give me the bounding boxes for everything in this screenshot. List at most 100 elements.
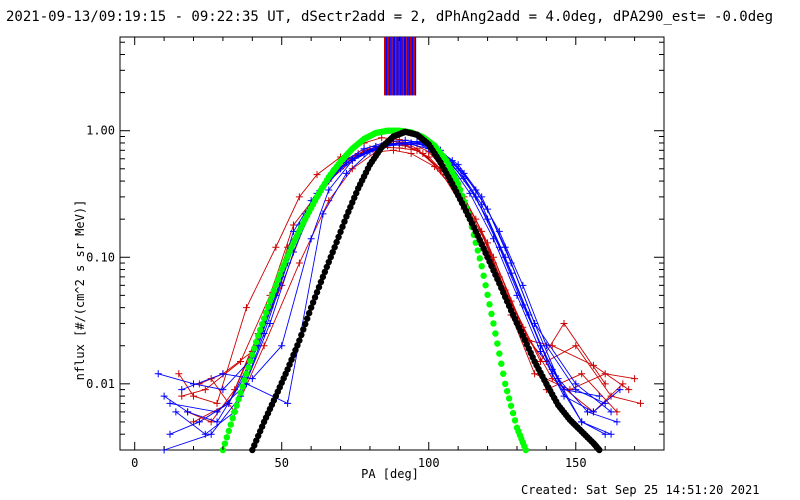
data-point: [454, 161, 462, 169]
fit-point: [505, 395, 513, 402]
y-tick-label: 1.00: [86, 124, 115, 138]
data-point: [201, 386, 209, 394]
data-point: [313, 171, 321, 179]
fit-point: [309, 299, 317, 306]
fit-point: [496, 350, 503, 357]
fit-point: [245, 364, 252, 371]
data-point: [319, 210, 327, 218]
fit-point: [492, 330, 499, 337]
x-tick-label: 50: [275, 456, 289, 470]
series-blue-11: [178, 139, 603, 400]
data-point: [278, 342, 286, 350]
data-point: [272, 243, 280, 251]
data-point: [190, 392, 198, 400]
data-point: [348, 157, 356, 165]
fit-point: [288, 356, 295, 363]
series-green-13: [219, 127, 529, 454]
fit-point: [239, 383, 246, 390]
data-point: [601, 430, 609, 438]
fit-point: [327, 253, 334, 261]
data-point: [266, 319, 274, 327]
data-point: [560, 319, 568, 327]
data-point: [631, 375, 639, 383]
fit-point: [596, 446, 603, 454]
data-point: [260, 342, 268, 350]
fit-point: [225, 427, 232, 435]
fit-point: [284, 366, 291, 373]
data-point: [625, 386, 633, 394]
fit-point: [494, 340, 501, 347]
series-red-3: [178, 139, 633, 400]
data-point: [213, 408, 221, 416]
fit-point: [249, 351, 256, 358]
fit-point: [337, 228, 344, 236]
fit-point: [339, 223, 346, 230]
fit-point: [329, 248, 336, 256]
fit-point: [509, 409, 517, 417]
fit-point: [490, 320, 497, 327]
data-point: [578, 370, 586, 378]
data-point: [248, 375, 256, 383]
data-point: [389, 146, 397, 154]
fit-point: [233, 402, 240, 409]
data-point: [572, 342, 580, 350]
series-line: [181, 142, 600, 397]
series-black-14: [249, 128, 603, 454]
created-timestamp: Created: Sat Sep 25 14:51:20 2021: [521, 483, 759, 497]
fit-point: [325, 258, 332, 266]
fit-point: [335, 233, 342, 241]
data-point: [175, 370, 183, 378]
fit-point: [298, 331, 305, 339]
fit-point: [307, 304, 315, 311]
data-point: [413, 139, 421, 147]
data-point: [589, 361, 597, 369]
series-red-5: [207, 146, 627, 416]
data-point: [213, 399, 221, 407]
data-point: [260, 329, 268, 337]
data-point: [219, 386, 227, 394]
series-red-2: [195, 140, 621, 416]
x-tick-label: 0: [131, 456, 138, 470]
fit-point: [231, 408, 238, 416]
data-point: [166, 399, 174, 407]
fit-point: [480, 272, 487, 279]
data-point: [636, 399, 644, 407]
y-axis-label: nflux [#/(cm^2 s sr MeV)]: [73, 200, 87, 381]
data-point: [413, 146, 421, 154]
fit-point: [311, 294, 319, 301]
fit-point: [341, 218, 348, 225]
fit-point: [317, 278, 325, 286]
data-point: [460, 174, 468, 182]
series-blue-12: [166, 139, 615, 416]
fit-point: [237, 389, 244, 397]
data-point: [619, 380, 627, 388]
y-tick-label: 0.01: [86, 377, 115, 391]
data-point: [431, 163, 439, 171]
fit-point: [229, 415, 236, 422]
data-point: [289, 227, 297, 235]
data-point: [407, 139, 415, 147]
fit-point: [276, 271, 283, 278]
fit-point: [331, 244, 338, 251]
data-point: [389, 140, 397, 148]
data-point: [572, 380, 580, 388]
fit-point: [478, 262, 485, 270]
fit-point: [503, 387, 511, 395]
fit-point: [300, 326, 307, 333]
fit-point: [258, 320, 266, 328]
fit-point: [313, 289, 321, 296]
data-point: [325, 186, 333, 194]
y-tick-label: 0.10: [86, 250, 115, 264]
data-point: [478, 193, 486, 201]
axis-ticks: 0 50 100 150 0.01 0.10 1.00: [86, 37, 664, 470]
data-point: [366, 148, 374, 156]
fit-point: [486, 301, 493, 308]
data-point: [601, 380, 609, 388]
fit-point: [272, 282, 280, 289]
fit-point: [247, 357, 254, 365]
series-line: [163, 143, 606, 451]
data-point: [501, 243, 509, 251]
fit-point: [292, 346, 299, 354]
plot-border: [119, 36, 665, 451]
